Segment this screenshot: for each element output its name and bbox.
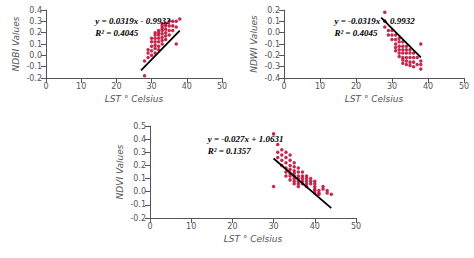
svg-text:20: 20 — [227, 222, 237, 231]
svg-text:0.1: 0.1 — [133, 174, 146, 183]
svg-text:NDVI Values: NDVI Values — [115, 144, 125, 199]
svg-text:40: 40 — [310, 222, 320, 231]
svg-text:LST ° Celsius: LST ° Celsius — [345, 94, 404, 104]
svg-text:R² = 0.4045: R² = 0.4045 — [333, 28, 378, 38]
svg-text:10: 10 — [76, 82, 86, 91]
svg-text:0.2: 0.2 — [133, 161, 146, 170]
svg-text:NDBI Values: NDBI Values — [11, 16, 21, 71]
svg-text:0.5: 0.5 — [133, 122, 146, 131]
svg-text:-0.3: -0.3 — [264, 62, 280, 71]
svg-text:20: 20 — [111, 82, 121, 91]
svg-text:0.2: 0.2 — [29, 28, 42, 37]
svg-text:LST ° Celsius: LST ° Celsius — [105, 94, 164, 104]
svg-text:R² = 0.4045: R² = 0.4045 — [94, 28, 139, 38]
svg-text:50: 50 — [217, 82, 227, 91]
svg-text:LST ° Celsius: LST ° Celsius — [224, 234, 283, 244]
svg-text:R² = 0.1357: R² = 0.1357 — [207, 146, 252, 156]
svg-text:0.1: 0.1 — [267, 17, 280, 26]
svg-text:10: 10 — [186, 222, 196, 231]
svg-text:0.4: 0.4 — [29, 6, 42, 15]
svg-text:0.2: 0.2 — [267, 6, 280, 15]
svg-text:0.1: 0.1 — [29, 40, 42, 49]
svg-text:30: 30 — [387, 82, 397, 91]
svg-text:0.0: 0.0 — [267, 28, 280, 37]
svg-text:-0.2: -0.2 — [130, 214, 146, 223]
svg-text:20: 20 — [351, 82, 361, 91]
svg-text:-0.4: -0.4 — [264, 74, 280, 83]
svg-text:0.0: 0.0 — [29, 51, 42, 60]
svg-text:40: 40 — [423, 82, 433, 91]
svg-text:0: 0 — [281, 82, 286, 91]
svg-text:-0.1: -0.1 — [130, 200, 146, 209]
svg-text:0.3: 0.3 — [133, 148, 146, 157]
svg-text:50: 50 — [351, 222, 361, 231]
svg-text:0.4: 0.4 — [133, 135, 146, 144]
svg-text:-0.1: -0.1 — [264, 40, 280, 49]
svg-text:y = -0.027x + 1.0631: y = -0.027x + 1.0631 — [207, 134, 284, 144]
svg-text:50: 50 — [459, 82, 469, 91]
svg-text:NDWI Values: NDWI Values — [249, 15, 259, 73]
svg-text:y = 0.0319x - 0.9932: y = 0.0319x - 0.9932 — [94, 16, 171, 26]
svg-text:40: 40 — [182, 82, 192, 91]
svg-text:30: 30 — [269, 222, 279, 231]
svg-text:-0.1: -0.1 — [26, 62, 42, 71]
svg-text:0: 0 — [147, 222, 152, 231]
svg-text:0: 0 — [43, 82, 48, 91]
svg-text:-0.2: -0.2 — [26, 74, 42, 83]
svg-text:10: 10 — [315, 82, 325, 91]
svg-text:30: 30 — [147, 82, 157, 91]
svg-text:0.3: 0.3 — [29, 17, 42, 26]
svg-text:y = -0.0319x + 0.9932: y = -0.0319x + 0.9932 — [333, 16, 415, 26]
svg-text:0.0: 0.0 — [133, 187, 146, 196]
svg-text:-0.2: -0.2 — [264, 51, 280, 60]
